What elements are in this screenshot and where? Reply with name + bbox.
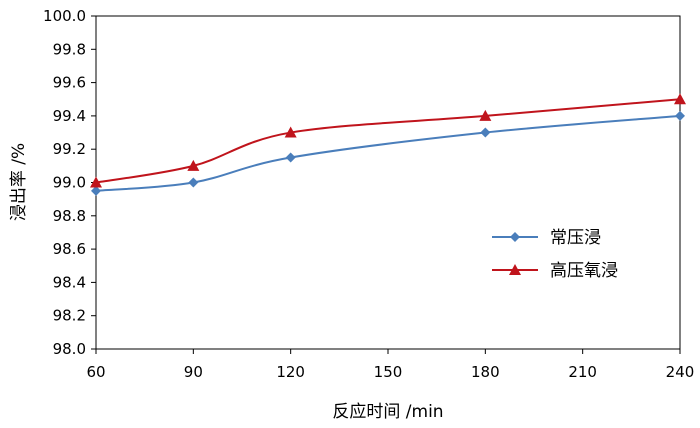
y-axis-title: 浸出率 /% [9, 143, 29, 221]
y-tick-label: 98.0 [53, 340, 86, 358]
y-tick-label: 98.2 [53, 307, 86, 325]
legend-label-series-1: 常压浸 [550, 228, 601, 248]
data-point-series-2 [187, 159, 200, 171]
x-tick-label: 60 [86, 363, 105, 381]
x-tick-label: 210 [568, 363, 597, 381]
legend-item-series-1: 常压浸 [492, 228, 601, 248]
series-line-1 [95, 114, 681, 192]
series-line-2 [95, 98, 681, 184]
x-tick-label: 90 [184, 363, 203, 381]
axes [95, 15, 681, 350]
y-tick-label: 99.6 [53, 74, 86, 92]
y-tick-label: 99.4 [53, 107, 86, 125]
series-2 [90, 93, 686, 188]
data-point-series-2 [90, 176, 102, 188]
data-point-series-1 [675, 110, 685, 121]
y-tick-label: 98.6 [53, 240, 86, 258]
y-tick-label: 99.8 [53, 40, 86, 58]
y-ticks: 98.0 98.2 98.4 98.6 98.8 99.0 99.2 99.4 99.6 99.8… [43, 7, 96, 358]
data-point-series-1 [480, 127, 491, 138]
x-axis-title: 反应时间 /min [332, 402, 443, 422]
data-point-series-1 [91, 185, 101, 196]
series-layer [90, 93, 686, 196]
series-1 [91, 110, 685, 196]
legend: 常压浸 高压氧浸 [492, 228, 618, 281]
x-tick-label: 240 [666, 363, 695, 381]
x-tick-label: 150 [374, 363, 403, 381]
plot-frame [95, 15, 681, 350]
legend-item-series-2: 高压氧浸 [492, 261, 618, 281]
data-point-series-2 [284, 126, 297, 138]
data-point-series-1 [188, 177, 199, 188]
data-point-series-2 [479, 109, 492, 121]
legend-marker-series-2 [509, 264, 521, 275]
x-tick-label: 180 [471, 363, 500, 381]
y-tick-label: 98.4 [53, 273, 86, 291]
y-tick-label: 100.0 [43, 7, 86, 25]
y-tick-label: 99.2 [53, 140, 86, 158]
legend-marker-series-1 [510, 232, 520, 242]
data-point-series-2 [674, 93, 686, 105]
legend-label-series-2: 高压氧浸 [550, 261, 618, 281]
y-tick-label: 99.0 [53, 174, 86, 192]
data-point-series-1 [285, 152, 296, 163]
y-tick-label: 98.8 [53, 207, 86, 225]
x-tick-label: 120 [276, 363, 305, 381]
x-ticks: 60 90 120 150 180 210 240 [86, 349, 694, 381]
